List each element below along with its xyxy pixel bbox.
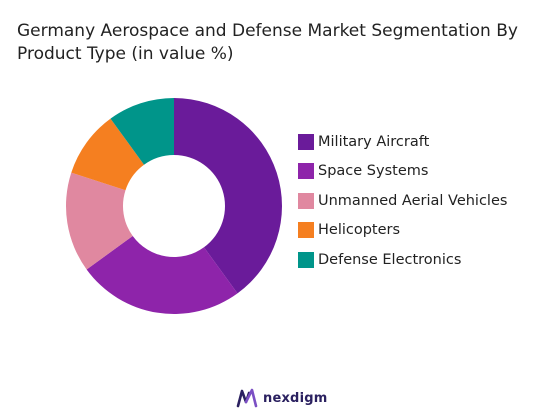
legend-item-defense-electronics: Defense Electronics (298, 245, 507, 275)
slice-defense-electronics (110, 98, 174, 165)
brand-footer: nexdigm (236, 387, 327, 409)
slice-military-aircraft (174, 98, 282, 294)
legend-swatch (298, 222, 314, 239)
legend-item-helicopters: Helicopters (298, 216, 507, 246)
legend-label: Defense Electronics (318, 251, 462, 268)
legend-label: Military Aircraft (318, 133, 430, 150)
brand-name: nexdigm (263, 390, 328, 406)
slice-helicopters (71, 118, 145, 191)
legend-swatch (298, 251, 314, 268)
slice-unmanned-aerial-vehicles (66, 172, 133, 270)
slice-space-systems (86, 235, 238, 314)
legend-item-space-systems: Space Systems (298, 157, 507, 187)
legend-label: Unmanned Aerial Vehicles (318, 192, 508, 209)
chart-legend: Military Aircraft Space Systems Unmanned A… (298, 127, 507, 275)
legend-item-military-aircraft: Military Aircraft (298, 127, 507, 157)
chart-title: Germany Aerospace and Defense Market Seg… (17, 21, 518, 64)
donut-slices (66, 98, 282, 314)
legend-label: Space Systems (318, 163, 429, 180)
legend-label: Helicopters (318, 222, 401, 239)
legend-item-unmanned-aerial-vehicles: Unmanned Aerial Vehicles (298, 186, 507, 216)
legend-swatch (298, 133, 314, 150)
nexdigm-logo-icon (236, 388, 258, 408)
legend-swatch (298, 163, 314, 180)
legend-swatch (298, 192, 314, 209)
